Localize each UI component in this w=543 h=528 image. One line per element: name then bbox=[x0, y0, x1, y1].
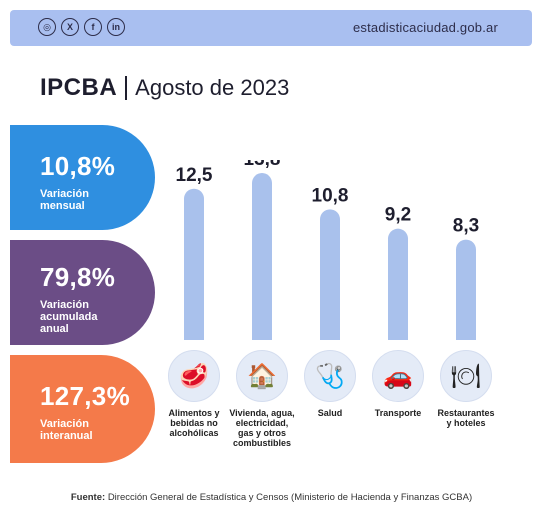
header-bar: ◎ X f in estadisticaciudad.gob.ar bbox=[10, 10, 532, 46]
instagram-icon[interactable]: ◎ bbox=[38, 18, 56, 36]
bar-2 bbox=[252, 173, 272, 340]
stat-value: 10,8% bbox=[40, 151, 116, 181]
page-title: IPCBA Agosto de 2023 bbox=[40, 74, 289, 102]
bar-4 bbox=[388, 228, 408, 340]
category-label: Restaurantes y hoteles bbox=[437, 408, 495, 428]
food-icon: 🥩 bbox=[168, 350, 220, 402]
category-label: Vivienda, agua, electricidad, gas y otros c… bbox=[229, 408, 295, 448]
bar-5 bbox=[456, 239, 476, 340]
bar-chart: 12,5 13,8 10,8 9,2 8,3 bbox=[176, 160, 479, 340]
source-text: Dirección General de Estadística y Censo… bbox=[107, 492, 473, 503]
restaurant-icon: 🍽 bbox=[440, 350, 492, 402]
bar-3 bbox=[320, 209, 340, 340]
title-main: IPCBA bbox=[40, 74, 118, 101]
source-note: Fuente: Dirección General de Estadística… bbox=[0, 492, 543, 503]
linkedin-icon[interactable]: in bbox=[107, 18, 125, 36]
stat-interannual: 127,3% Variación interanual bbox=[10, 355, 155, 463]
title-date: Agosto de 2023 bbox=[135, 75, 290, 100]
transport-icon: 🚗 bbox=[372, 350, 424, 402]
social-links: ◎ X f in bbox=[38, 18, 125, 36]
category-label: Alimentos y bebidas no alcohólicas bbox=[168, 408, 220, 438]
bar-value-label: 13,8 bbox=[244, 160, 281, 170]
bar-value-label: 12,5 bbox=[176, 165, 213, 186]
stat-value: 127,3% bbox=[40, 381, 130, 411]
category-label: Salud bbox=[317, 408, 343, 418]
stat-accumulated: 79,8% Variación acumulada anual bbox=[10, 240, 155, 345]
title-divider bbox=[125, 76, 128, 100]
stat-label: Variación acumulada anual bbox=[40, 299, 98, 335]
source-prefix: Fuente: bbox=[70, 492, 106, 503]
stat-value: 79,8% bbox=[40, 262, 116, 292]
site-link[interactable]: estadisticaciudad.gob.ar bbox=[352, 20, 498, 35]
x-icon[interactable]: X bbox=[61, 18, 79, 36]
bar-value-label: 8,3 bbox=[453, 216, 479, 237]
stat-label: Variación interanual bbox=[40, 418, 93, 442]
category-label: Transporte bbox=[374, 408, 422, 418]
bar-value-label: 10,8 bbox=[312, 185, 349, 206]
bar-1 bbox=[184, 188, 204, 340]
facebook-icon[interactable]: f bbox=[84, 18, 102, 36]
bar-value-label: 9,2 bbox=[385, 205, 411, 226]
house-icon: 🏠 bbox=[236, 350, 288, 402]
stat-monthly: 10,8% Variación mensual bbox=[10, 125, 155, 230]
stat-label: Variación mensual bbox=[40, 188, 89, 212]
doctor-icon: 🩺 bbox=[304, 350, 356, 402]
